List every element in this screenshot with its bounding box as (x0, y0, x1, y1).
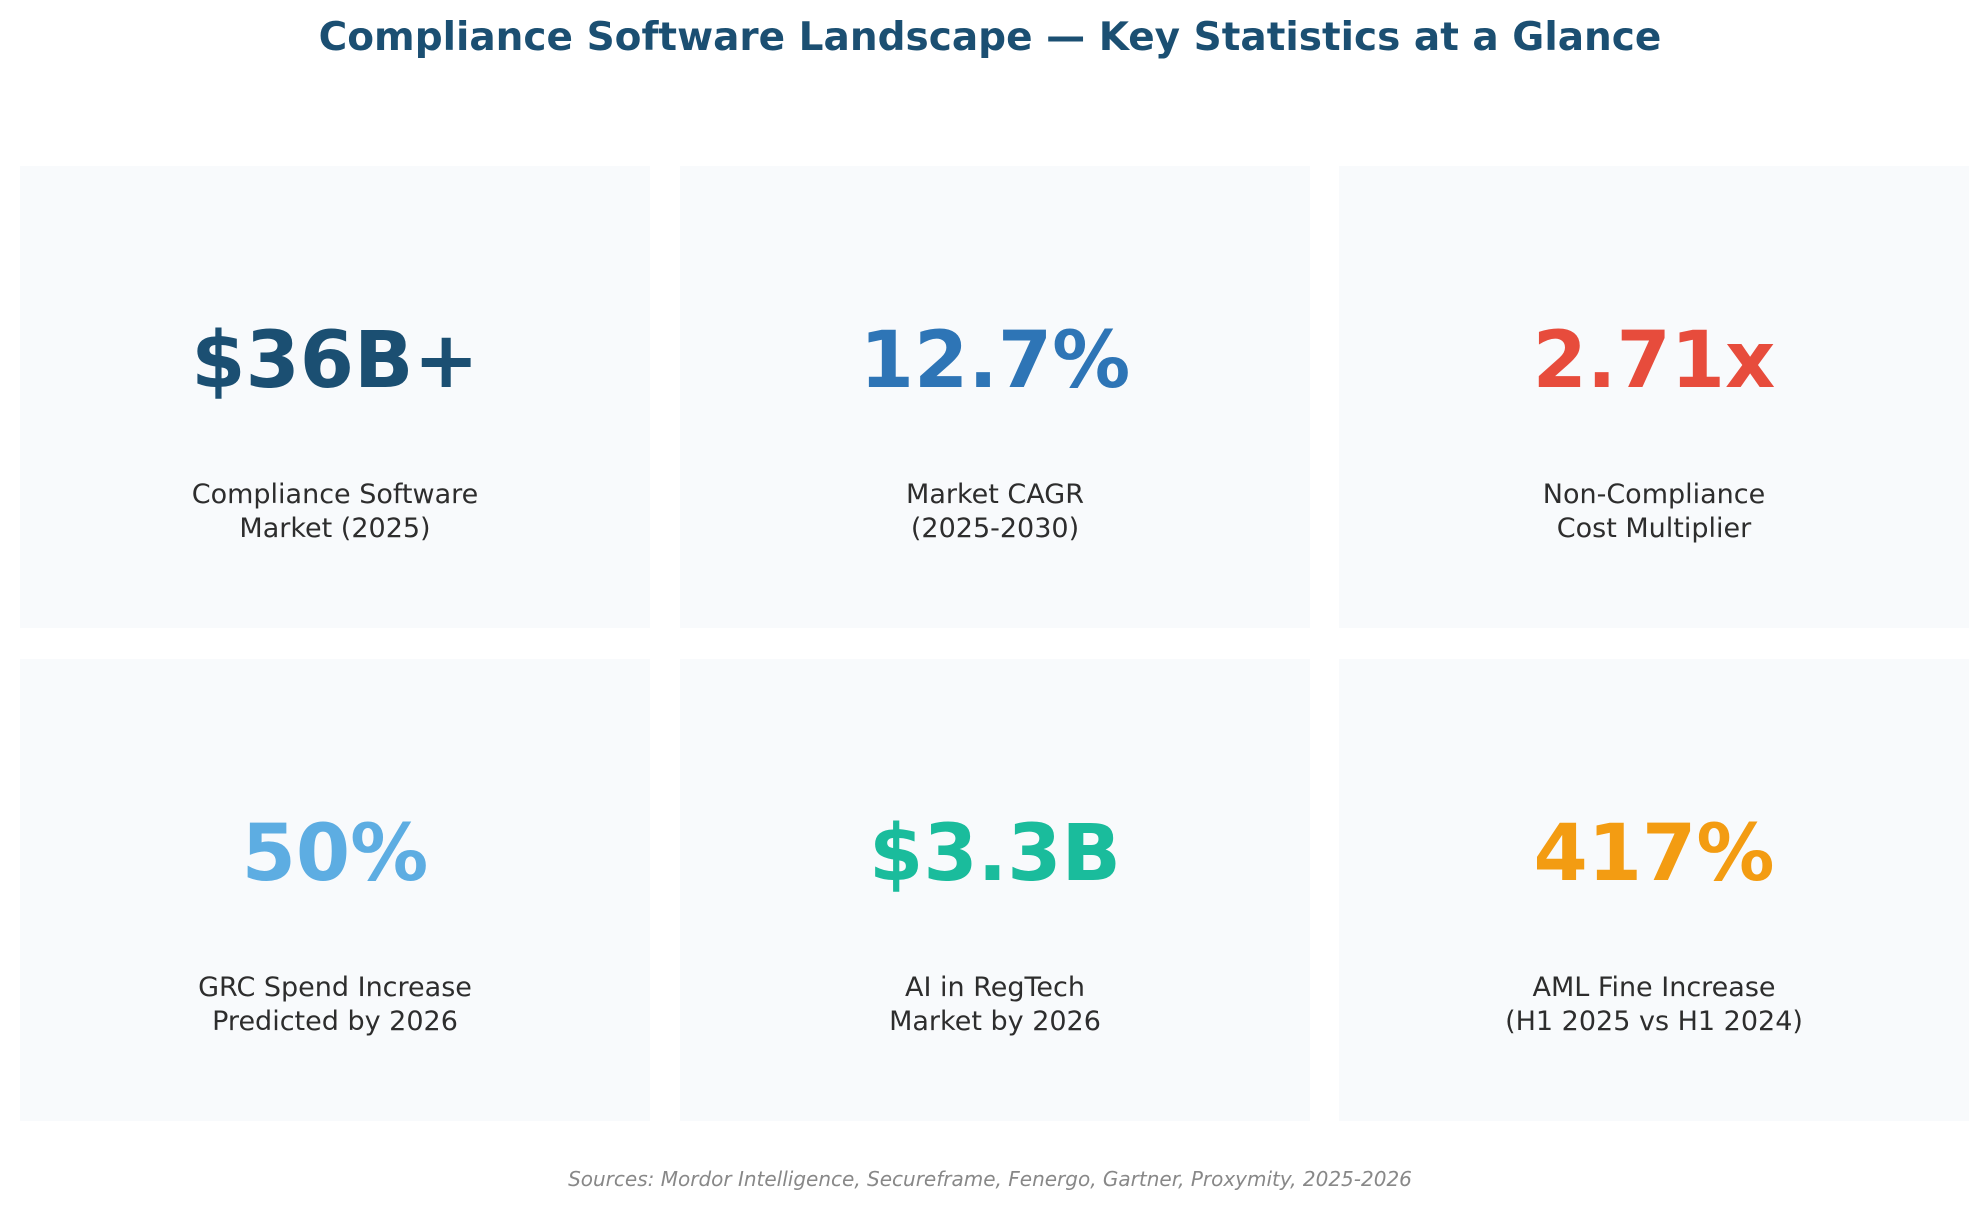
stat-label: AML Fine Increase (H1 2025 vs H1 2024) (1339, 971, 1969, 1039)
stat-label-line: Market (2025) (239, 513, 431, 544)
stat-card: 12.7% Market CAGR (2025-2030) (680, 166, 1310, 628)
stat-label-line: (H1 2025 vs H1 2024) (1505, 1006, 1803, 1037)
stat-value: 2.71x (1532, 316, 1776, 406)
stat-label: AI in RegTech Market by 2026 (680, 971, 1310, 1039)
stat-value: 12.7% (859, 316, 1131, 406)
stat-label-line: (2025-2030) (910, 513, 1080, 544)
stat-label-line: GRC Spend Increase (198, 972, 472, 1003)
stat-label: Market CAGR (2025-2030) (680, 478, 1310, 546)
stat-label: Non-Compliance Cost Multiplier (1339, 478, 1969, 546)
stat-label: Compliance Software Market (2025) (20, 478, 650, 546)
stat-card: 2.71x Non-Compliance Cost Multiplier (1339, 166, 1969, 628)
stat-label-line: Predicted by 2026 (212, 1006, 458, 1037)
stat-card: 50% GRC Spend Increase Predicted by 2026 (20, 659, 650, 1121)
stat-label: GRC Spend Increase Predicted by 2026 (20, 971, 650, 1039)
stat-label-line: Market CAGR (906, 479, 1084, 510)
stat-card: $3.3B AI in RegTech Market by 2026 (680, 659, 1310, 1121)
stat-card: $36B+ Compliance Software Market (2025) (20, 166, 650, 628)
stat-label-line: Non-Compliance (1542, 479, 1766, 510)
stat-label-line: AML Fine Increase (1532, 972, 1776, 1003)
stat-value: $3.3B (869, 809, 1121, 899)
stat-label-line: Compliance Software (191, 479, 479, 510)
stat-value: 50% (241, 809, 429, 899)
stat-label-line: Market by 2026 (889, 1006, 1101, 1037)
stat-value: $36B+ (191, 316, 479, 406)
stat-value: 417% (1533, 809, 1775, 899)
page-title: Compliance Software Landscape — Key Stat… (318, 15, 1662, 60)
stat-label-line: AI in RegTech (905, 972, 1085, 1003)
stat-card: 417% AML Fine Increase (H1 2025 vs H1 2024… (1339, 659, 1969, 1121)
sources-note: Sources: Mordor Intelligence, Securefram… (568, 1167, 1412, 1191)
stat-label-line: Cost Multiplier (1556, 513, 1752, 544)
